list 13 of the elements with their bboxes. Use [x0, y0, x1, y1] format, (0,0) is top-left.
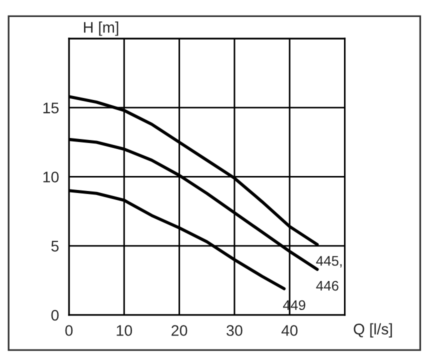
series-label: 446 — [316, 280, 338, 291]
x-tick-label: 20 — [172, 325, 188, 336]
y-axis-title: H [m] — [84, 22, 118, 36]
series-label: 445, — [316, 256, 342, 268]
x-tick-label: 40 — [281, 325, 298, 336]
y-tick-label: 10 — [43, 172, 59, 182]
x-axis-title: Q [l/s] — [354, 323, 392, 338]
y-tick-label: 0 — [51, 310, 59, 321]
x-tick-label: 30 — [226, 325, 242, 336]
y-tick-label: 5 — [51, 240, 59, 252]
x-tick-label: 10 — [116, 325, 132, 336]
y-tick-label: 15 — [43, 102, 59, 114]
x-tick-label: 0 — [65, 325, 73, 336]
